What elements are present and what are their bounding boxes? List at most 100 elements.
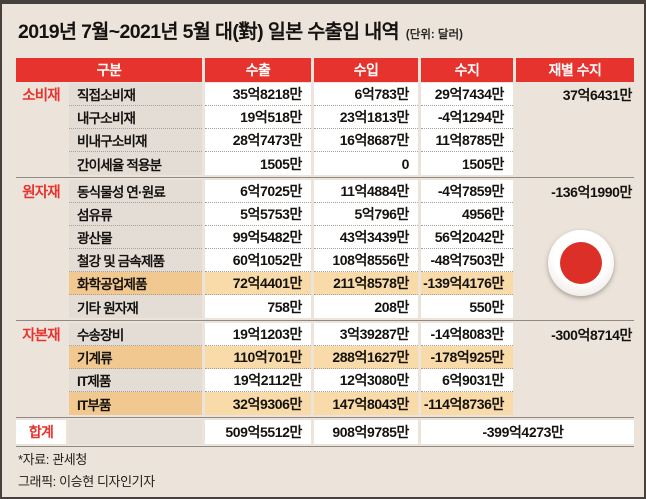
empty-cell (16, 129, 66, 152)
balance-value: 6억9031만 (421, 369, 513, 392)
empty-cell (516, 369, 634, 392)
export-value: 32억9306만 (205, 392, 311, 415)
row-label: 비내구소비재 (69, 129, 202, 152)
export-value: 19억1203만 (205, 323, 311, 346)
table-row: 자본재 수송장비 19억1203만 3억39287만 -14억8083만 -30… (16, 323, 634, 346)
balance-value: 4956만 (421, 203, 513, 226)
title-block: 2019년 7월~2021년 5월 대(對) 일본 수출입 내역 (단위: 달러) (18, 15, 463, 44)
group-label: 소비재 (22, 88, 60, 104)
total-label: 합계 (16, 420, 66, 444)
empty-cell (516, 152, 634, 175)
group-balance-value: -300억8714만 (551, 326, 632, 343)
row-label: 직접소비재 (69, 83, 202, 106)
table-row: 기타 원자재 758만 208만 550만 (16, 295, 634, 318)
export-value: 35억8218만 (205, 83, 311, 106)
empty-cell (16, 392, 66, 415)
export-value: 72억4401만 (205, 272, 311, 295)
total-export-value: 509억5512만 (205, 420, 311, 444)
empty-cell (16, 226, 66, 249)
header-balance: 수지 (421, 58, 513, 82)
table-row: 소비재 직접소비재 35억8218만 6억783만 29억7434만 37억64… (16, 83, 634, 106)
header-import: 수입 (314, 58, 418, 82)
data-table: 구분 수출 수입 수지 재별 수지 소비재 직접소비재 35억8218만 6억7… (16, 58, 634, 449)
import-value: 108억8556만 (314, 249, 418, 272)
table-row: 내구소비재 19억518만 23억1813만 -4억1294만 (16, 106, 634, 129)
japan-flag-disc (560, 242, 602, 284)
group-divider (16, 320, 634, 321)
row-label: 동식물성 연·원료 (69, 180, 202, 203)
export-value: 758만 (205, 295, 311, 318)
row-label: 철강 및 금속제품 (69, 249, 202, 272)
empty-cell (16, 203, 66, 226)
empty-cell (16, 295, 66, 318)
export-value: 28억7473만 (205, 129, 311, 152)
empty-cell (516, 129, 634, 152)
page-title: 2019년 7월~2021년 5월 대(對) 일본 수출입 내역 (18, 21, 400, 43)
total-import-value: 908억9785만 (314, 420, 418, 444)
balance-value: -178억925만 (421, 346, 513, 369)
empty-cell (16, 152, 66, 175)
empty-cell (16, 249, 66, 272)
balance-value: -4억7859만 (421, 180, 513, 203)
balance-value: -139억4176만 (421, 272, 513, 295)
balance-value: 550만 (421, 295, 513, 318)
table-row-highlighted: 화학공업제품 72억4401만 211억8578만 -139억4176만 (16, 272, 634, 295)
table-row: 광산물 99억5482만 43억3439만 56억2042만 (16, 226, 634, 249)
balance-value: 29억7434만 (421, 83, 513, 106)
import-value: 12억3080만 (314, 369, 418, 392)
empty-cell (516, 392, 634, 415)
balance-value: -14억8083만 (421, 323, 513, 346)
row-label: 광산물 (69, 226, 202, 249)
import-value: 6억783만 (314, 83, 418, 106)
export-value: 60억1052만 (205, 249, 311, 272)
table-row-highlighted: 기계류 110억701만 288억1627만 -178억925만 (16, 346, 634, 369)
row-label: 기타 원자재 (69, 295, 202, 318)
table-row: 섬유류 5억5753만 5억796만 4956만 (16, 203, 634, 226)
row-label: IT제품 (69, 369, 202, 392)
total-divider (16, 417, 634, 418)
table-row: 철강 및 금속제품 60억1052만 108억8556만 -48억7503만 (16, 249, 634, 272)
empty-cell (69, 420, 202, 444)
group-divider (16, 177, 634, 178)
row-label: 수송장비 (69, 323, 202, 346)
empty-cell (16, 272, 66, 295)
table-row: 간이세율 적용분 1505만 0 1505만 (16, 152, 634, 175)
japan-flag-icon (548, 230, 614, 296)
bottom-divider (16, 446, 634, 447)
empty-cell (516, 203, 634, 226)
group-label: 자본재 (22, 328, 60, 344)
import-value: 11억4884만 (314, 180, 418, 203)
export-value: 110억701만 (205, 346, 311, 369)
balance-value: -48억7503만 (421, 249, 513, 272)
total-balance-value: -399억4273만 (421, 420, 634, 444)
export-value: 1505만 (205, 152, 311, 175)
table-row: 비내구소비재 28억7473만 16억8687만 11억8785만 (16, 129, 634, 152)
table-row: IT제품 19억2112만 12억3080만 6억9031만 (16, 369, 634, 392)
row-label: 내구소비재 (69, 106, 202, 129)
import-value: 23억1813만 (314, 106, 418, 129)
import-value: 43억3439만 (314, 226, 418, 249)
table-header-row: 구분 수출 수입 수지 재별 수지 (16, 58, 634, 82)
import-value: 5억796만 (314, 203, 418, 226)
row-label: IT부품 (69, 392, 202, 415)
balance-value: 11억8785만 (421, 129, 513, 152)
row-label: 간이세율 적용분 (69, 152, 202, 175)
balance-value: 56억2042만 (421, 226, 513, 249)
group-balance-value: -136억1990만 (551, 183, 632, 200)
row-label: 섬유류 (69, 203, 202, 226)
empty-cell (16, 369, 66, 392)
header-export: 수출 (205, 58, 311, 82)
import-value: 3억39287만 (314, 323, 418, 346)
empty-cell (16, 346, 66, 369)
export-value: 6억7025만 (205, 180, 311, 203)
row-label: 화학공업제품 (69, 272, 202, 295)
import-value: 208만 (314, 295, 418, 318)
empty-cell (516, 346, 634, 369)
import-value: 211억8578만 (314, 272, 418, 295)
export-value: 5억5753만 (205, 203, 311, 226)
table-row-highlighted: IT부품 32억9306만 147억8043만 -114억8736만 (16, 392, 634, 415)
balance-value: -114억8736만 (421, 392, 513, 415)
import-value: 16억8687만 (314, 129, 418, 152)
credit-note: 그래픽: 이승현 디자인기자 (18, 474, 155, 489)
empty-cell (516, 295, 634, 318)
